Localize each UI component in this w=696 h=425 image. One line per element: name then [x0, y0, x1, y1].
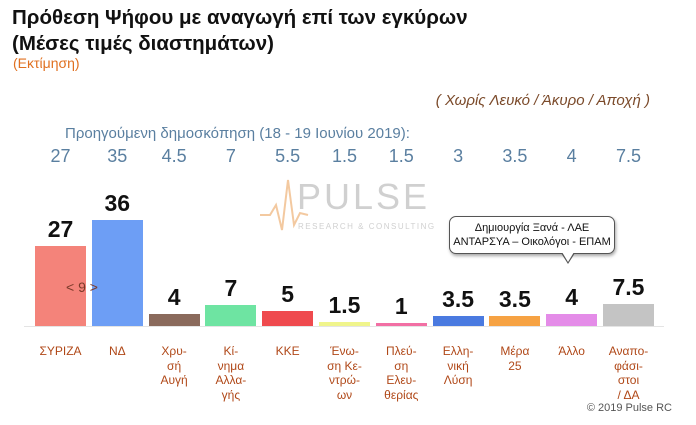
chart-title-line-2: (Μέσες τιμές διαστημάτων) — [12, 32, 274, 55]
bar-value-label: 7 — [224, 275, 238, 302]
bar-value-label: 1 — [394, 293, 408, 320]
category-label: ΣΥΡΙΖΑ — [39, 344, 82, 358]
category-label: Πλεύ- ση Ελευ- θερίας — [384, 344, 419, 402]
bar — [148, 314, 200, 326]
callout-tail-fill — [562, 252, 574, 262]
pulse-wave-icon — [260, 179, 309, 231]
callout-line-1: Δημιουργία Ξανά - ΛΑΕ — [474, 222, 590, 234]
category-label: ΝΔ — [108, 344, 126, 358]
category-label: Κί- νημα Αλλα- γής — [215, 344, 247, 402]
bar — [432, 315, 484, 326]
bar-value-label: 27 — [47, 216, 74, 243]
previous-value: 7.5 — [615, 146, 642, 166]
bar — [489, 315, 541, 326]
previous-value: 3 — [453, 146, 464, 166]
bar-value-label: 1.5 — [328, 291, 361, 318]
watermark-tagline: RESEARCH & CONSULTING — [298, 222, 436, 231]
previous-value: 35 — [107, 146, 128, 166]
chart-title: Πρόθεση Ψήφου με αναγωγή επί των εγκύρων — [12, 6, 468, 29]
previous-value: 5.5 — [275, 146, 301, 166]
bar-inner-label: < 9 > — [66, 279, 98, 295]
bar-value-label: 4 — [565, 284, 579, 311]
bar — [375, 323, 427, 326]
previous-value: 3.5 — [502, 146, 528, 166]
bar-value-label: 4 — [167, 284, 181, 311]
previous-value: 4.5 — [161, 146, 187, 166]
bar — [205, 305, 257, 326]
bar-value-label: 3.5 — [498, 285, 531, 312]
bar-value-label: 3.5 — [442, 285, 475, 312]
callout-line-2: ΑΝΤΑΡΣΥΑ – Οικολόγοι - ΕΠΑΜ — [453, 236, 611, 248]
category-label: Ένω- ση Κε- ντρώ- ων — [327, 344, 362, 402]
bar — [262, 311, 314, 326]
bar — [35, 246, 86, 326]
category-label: ΚΚΕ — [275, 344, 300, 358]
bar-value-label: 5 — [281, 281, 295, 308]
exclusion-note: ( Χωρίς Λευκό / Άκυρο / Αποχή ) — [435, 92, 650, 109]
bar — [91, 219, 143, 326]
previous-value: 1.5 — [388, 146, 414, 166]
chart-subtitle: (Εκτίμηση) — [13, 55, 80, 71]
watermark-brand: PULSE — [297, 176, 431, 217]
bar — [319, 321, 370, 326]
chart-baseline — [24, 326, 664, 327]
previous-value: 27 — [50, 146, 71, 166]
copyright: © 2019 Pulse RC — [586, 402, 672, 414]
category-label: Μέρα 25 — [500, 344, 530, 373]
category-label: Ελλη- νική Λύση — [442, 344, 474, 387]
previous-poll-label: Προηγούμενη δημοσκόπηση (18 - 19 Ιουνίου… — [65, 125, 410, 142]
bar-value-label: 36 — [104, 189, 131, 216]
previous-value: 4 — [566, 146, 577, 166]
callout-box: Δημιουργία Ξανά - ΛΑΕ ΑΝΤΑΡΣΥΑ – Οικολόγ… — [449, 216, 615, 254]
bar — [603, 303, 654, 326]
previous-value: 1.5 — [331, 146, 358, 166]
category-label: Άλλο — [558, 344, 585, 358]
bar-value-label: 7.5 — [612, 273, 645, 300]
previous-value: 7 — [225, 146, 236, 166]
bar — [546, 314, 598, 326]
category-label: Χρυ- σή Αυγή — [160, 344, 188, 387]
category-label: Αναπο- φάσι- στοι / ΔΑ — [608, 344, 649, 402]
